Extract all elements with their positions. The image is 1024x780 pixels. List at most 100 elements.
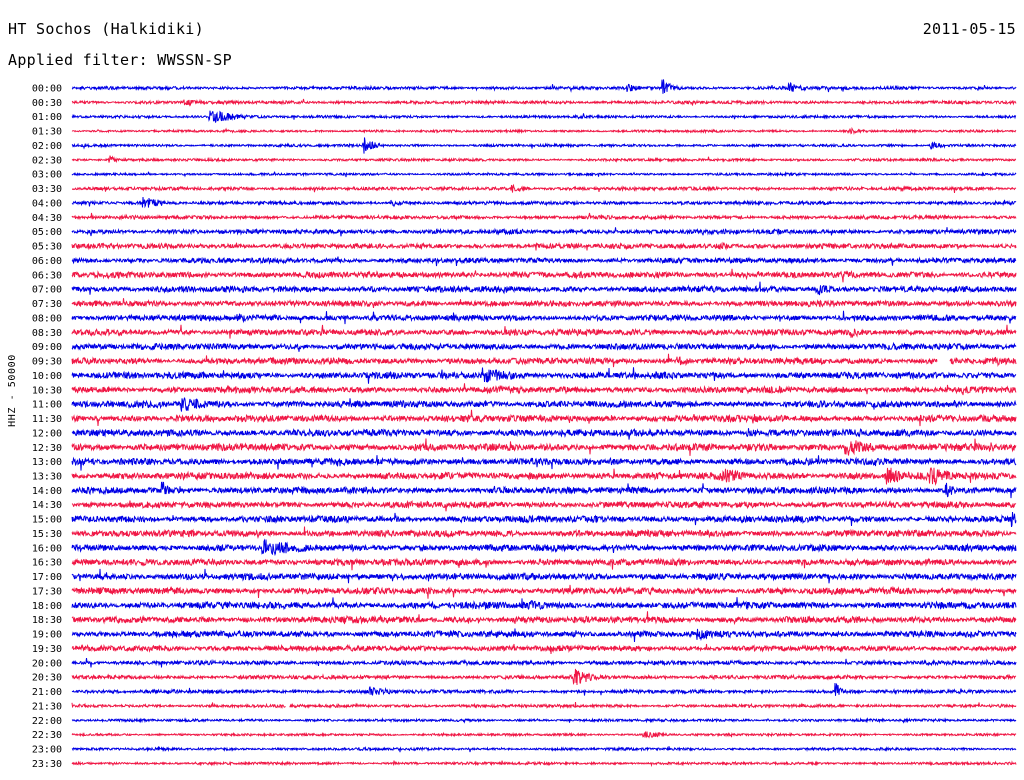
- time-label-1130: 11:30: [32, 414, 62, 425]
- trace-0430: [71, 212, 1017, 221]
- time-label-1500: 15:00: [32, 515, 62, 526]
- trace-0200: [71, 137, 1017, 154]
- trace-1030: [71, 383, 1017, 396]
- trace-1900: [71, 628, 1017, 643]
- trace-0300: [71, 170, 1017, 178]
- time-label-0700: 07:00: [32, 285, 62, 296]
- time-label-0930: 09:30: [32, 357, 62, 368]
- trace-0730: [71, 298, 1017, 309]
- trace-2300: [71, 745, 1017, 753]
- time-label-0030: 00:30: [32, 98, 62, 109]
- time-label-0200: 02:00: [32, 141, 62, 152]
- time-label-0630: 06:30: [32, 270, 62, 281]
- time-labels: 00:00 00:30 01:00 01:30 02:00 02:30 03:00 03:30…: [32, 84, 62, 770]
- trace-2230: [71, 731, 1017, 739]
- trace-1500: [71, 512, 1017, 528]
- trace-0800: [71, 310, 1017, 325]
- time-label-0100: 01:00: [32, 112, 62, 123]
- time-label-1700: 17:00: [32, 572, 62, 583]
- trace-0400: [71, 197, 1017, 209]
- time-label-0330: 03:30: [32, 184, 62, 195]
- trace-0030: [71, 98, 1017, 107]
- trace-1330: [71, 467, 1017, 486]
- trace-0500: [71, 227, 1017, 237]
- time-label-1530: 15:30: [32, 529, 62, 540]
- time-label-2330: 23:30: [32, 759, 62, 770]
- time-label-1830: 18:30: [32, 615, 62, 626]
- time-label-0800: 08:00: [32, 313, 62, 324]
- trace-0700: [71, 281, 1017, 296]
- time-label-1930: 19:30: [32, 644, 62, 655]
- filter-label: Applied filter: WWSSN-SP: [8, 51, 232, 69]
- trace-0000: [71, 79, 1017, 94]
- time-label-1600: 16:00: [32, 543, 62, 554]
- trace-1700: [71, 568, 1017, 584]
- trace-1930: [71, 643, 1017, 654]
- trace-1600: [71, 538, 1017, 557]
- time-label-0430: 04:30: [32, 213, 62, 224]
- time-label-1100: 11:00: [32, 400, 62, 411]
- time-label-1030: 10:30: [32, 385, 62, 396]
- trace-0630: [71, 268, 1017, 283]
- trace-0230: [71, 155, 1017, 164]
- trace-1530: [71, 526, 1017, 539]
- trace-0530: [71, 241, 1017, 251]
- trace-2130: [71, 702, 1017, 710]
- station-title: HT Sochos (Halkidiki): [8, 20, 204, 38]
- time-label-1400: 14:00: [32, 486, 62, 497]
- time-label-2230: 22:30: [32, 730, 62, 741]
- record-date: 2011-05-15: [922, 20, 1016, 38]
- seismic-traces: [71, 79, 1017, 768]
- time-label-0530: 05:30: [32, 242, 62, 253]
- trace-0130: [71, 126, 1017, 136]
- trace-0930: [71, 353, 1017, 368]
- time-label-1730: 17:30: [32, 586, 62, 597]
- time-label-0400: 04:00: [32, 198, 62, 209]
- trace-2000: [71, 657, 1017, 668]
- time-label-1000: 10:00: [32, 371, 62, 382]
- time-label-0730: 07:30: [32, 299, 62, 310]
- trace-0830: [71, 324, 1017, 339]
- trace-2200: [71, 717, 1017, 724]
- time-label-1330: 13:30: [32, 471, 62, 482]
- trace-0600: [71, 256, 1017, 267]
- trace-0900: [71, 341, 1017, 352]
- time-label-0230: 02:30: [32, 155, 62, 166]
- trace-1430: [71, 499, 1017, 512]
- trace-1100: [71, 397, 1017, 412]
- trace-1200: [71, 427, 1017, 440]
- trace-2330: [71, 760, 1017, 768]
- time-label-1900: 19:00: [32, 630, 62, 641]
- trace-2030: [71, 668, 1017, 685]
- time-label-2100: 21:00: [32, 687, 62, 698]
- trace-1830: [71, 611, 1017, 626]
- time-label-2030: 20:30: [32, 673, 62, 684]
- time-label-0130: 01:30: [32, 127, 62, 138]
- trace-1800: [71, 597, 1017, 611]
- time-label-1300: 13:00: [32, 457, 62, 468]
- time-label-2300: 23:00: [32, 745, 62, 756]
- time-label-2000: 20:00: [32, 658, 62, 669]
- time-label-2130: 21:30: [32, 701, 62, 712]
- trace-2100: [71, 683, 1017, 696]
- time-label-0900: 09:00: [32, 342, 62, 353]
- time-label-0300: 03:00: [32, 170, 62, 181]
- trace-1000: [71, 367, 1017, 384]
- time-label-1200: 12:00: [32, 428, 62, 439]
- time-label-0600: 06:00: [32, 256, 62, 267]
- time-label-0830: 08:30: [32, 328, 62, 339]
- trace-0330: [71, 183, 1017, 193]
- trace-1230: [71, 438, 1017, 456]
- time-label-1630: 16:30: [32, 558, 62, 569]
- time-label-0500: 05:00: [32, 227, 62, 238]
- time-label-1430: 14:30: [32, 500, 62, 511]
- trace-1300: [71, 455, 1017, 471]
- trace-1400: [71, 481, 1017, 499]
- trace-1130: [71, 409, 1017, 427]
- time-label-1800: 18:00: [32, 601, 62, 612]
- time-label-0000: 00:00: [32, 84, 62, 95]
- time-label-1230: 12:30: [32, 443, 62, 454]
- time-label-2200: 22:00: [32, 716, 62, 727]
- trace-0100: [71, 110, 1017, 123]
